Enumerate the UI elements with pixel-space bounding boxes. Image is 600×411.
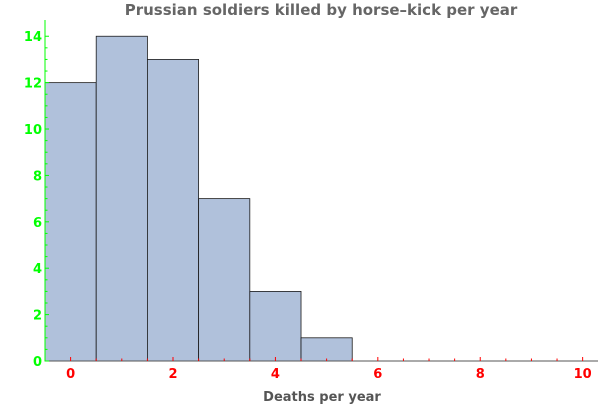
y-tick-label: 6 <box>33 216 42 231</box>
x-axis-label: Deaths per year <box>263 390 381 405</box>
y-tick-label: 14 <box>24 30 42 45</box>
histogram-bar <box>44 82 97 362</box>
histogram-bar <box>147 59 200 362</box>
x-tick-label: 10 <box>574 367 592 382</box>
y-tick-label: 0 <box>33 355 42 370</box>
x-ticks-group: 0 2 4 6 8 10 <box>66 357 592 382</box>
x-tick-label: 6 <box>373 367 382 382</box>
x-tick-label: 0 <box>66 367 75 382</box>
bars-group <box>44 35 353 362</box>
y-tick-label: 4 <box>33 262 42 277</box>
x-tick-label: 4 <box>271 367 280 382</box>
histogram-bar <box>95 35 148 362</box>
y-tick-label: 8 <box>33 169 42 184</box>
y-tick-label: 2 <box>33 309 42 324</box>
chart-title: Prussian soldiers killed by horse–kick p… <box>125 1 518 19</box>
y-tick-label: 12 <box>24 77 42 92</box>
histogram-bar <box>198 198 251 362</box>
histogram-bar <box>300 337 353 362</box>
y-ticks-group: 0 2 4 6 8 10 12 14 <box>24 30 49 370</box>
y-tick-label: 10 <box>24 123 42 138</box>
x-tick-label: 2 <box>168 367 177 382</box>
histogram-bar <box>249 291 302 362</box>
x-tick-label: 8 <box>476 367 485 382</box>
